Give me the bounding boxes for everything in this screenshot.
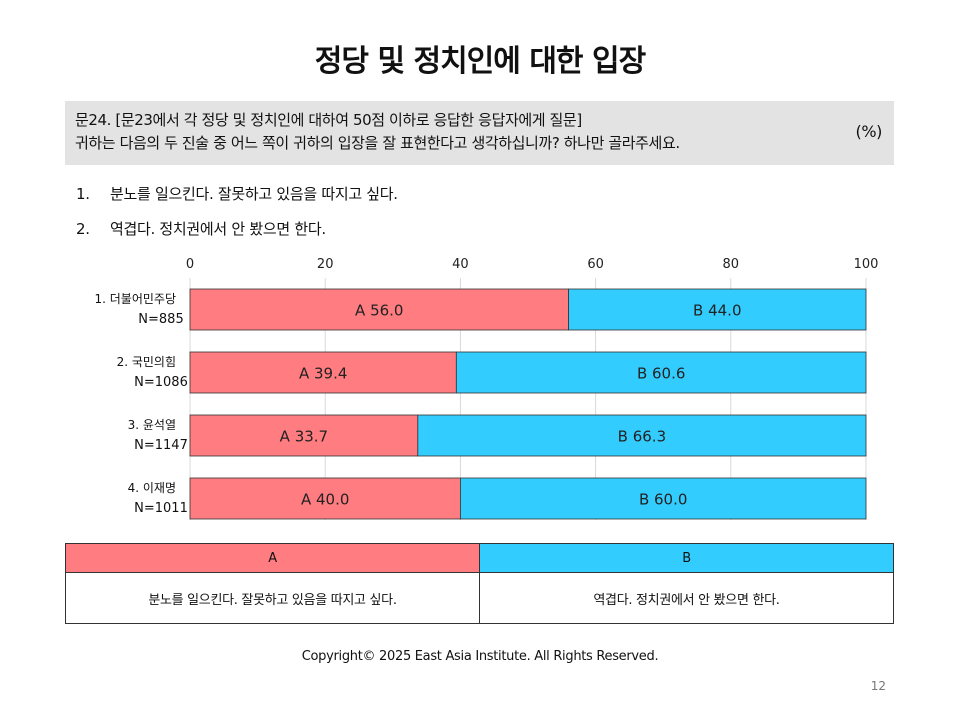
bar-b	[568, 288, 867, 331]
data-label-b: B 60.0	[639, 491, 687, 509]
x-tick-label: 0	[186, 257, 194, 272]
page-number: 12	[870, 679, 886, 693]
category-label: 4. 이재명	[128, 481, 176, 495]
data-label-a: A 33.7	[280, 428, 328, 446]
category-label: 1. 더불어민주당	[94, 292, 176, 306]
bar-b	[459, 477, 867, 520]
question-line-2: 귀하는 다음의 두 진술 중 어느 쪽이 귀하의 입장을 잘 표현한다고 생각하…	[75, 134, 680, 152]
stacked-bar-chart: 0 20 40 60 80 100 A 56.0 B 44.0 1. 더불어민주당 N=885 A …	[94, 257, 879, 520]
option-2-number: 2.	[76, 220, 90, 238]
bar-a	[189, 351, 457, 394]
x-tick-label: 80	[723, 257, 740, 272]
data-label-a: A 39.4	[299, 365, 347, 383]
x-tick-label: 20	[317, 257, 334, 272]
category-n-label: N=1086	[134, 375, 188, 390]
option-1-text: 분노를 일으킨다. 잘못하고 있음을 따지고 싶다.	[110, 185, 398, 203]
category-label: 2. 국민의힘	[117, 355, 176, 369]
data-label-a: A 56.0	[355, 302, 403, 320]
bar-a	[189, 477, 461, 520]
bar-b	[417, 414, 867, 457]
page-title: 정당 및 정치인에 대한 입장	[314, 44, 646, 79]
question-box: 문24. [문23에서 각 정당 및 정치인에 대하여 50점 이하로 응답한 …	[65, 101, 894, 165]
bar-b	[455, 351, 867, 394]
data-label-b: B 66.3	[618, 428, 666, 446]
x-tick-label: 100	[854, 257, 879, 272]
category-n-label: N=1147	[134, 438, 188, 453]
question-line-1: 문24. [문23에서 각 정당 및 정치인에 대하여 50점 이하로 응답한 …	[75, 111, 582, 129]
data-label-a: A 40.0	[301, 491, 349, 509]
data-label-b: B 44.0	[693, 302, 741, 320]
legend-table: A B 분노를 일으킨다. 잘못하고 있음을 따지고 싶다. 역겹다. 정치권에…	[65, 543, 894, 624]
x-tick-label: 60	[587, 257, 604, 272]
data-label-b: B 60.6	[637, 365, 685, 383]
copyright: Copyright© 2025 East Asia Institute. All…	[301, 649, 659, 664]
unit-label: (%)	[855, 122, 883, 141]
bar-a	[189, 288, 569, 331]
x-tick-label: 40	[452, 257, 469, 272]
legend-desc-b: 역겹다. 정치권에서 안 봤으면 한다.	[479, 572, 894, 624]
bar-a	[189, 414, 419, 457]
legend-header-a: A	[65, 543, 480, 573]
option-2: 2. 역겹다. 정치권에서 안 봤으면 한다.	[76, 218, 326, 239]
category-n-label: N=1011	[134, 501, 188, 516]
option-1-number: 1.	[76, 185, 90, 203]
category-label: 3. 윤석열	[128, 418, 176, 432]
option-1: 1. 분노를 일으킨다. 잘못하고 있음을 따지고 싶다.	[76, 183, 398, 204]
legend-desc-a: 분노를 일으킨다. 잘못하고 있음을 따지고 싶다.	[65, 572, 480, 624]
option-2-text: 역겹다. 정치권에서 안 봤으면 한다.	[110, 220, 326, 238]
legend-header-b: B	[479, 543, 894, 573]
category-n-label: N=885	[138, 312, 183, 327]
